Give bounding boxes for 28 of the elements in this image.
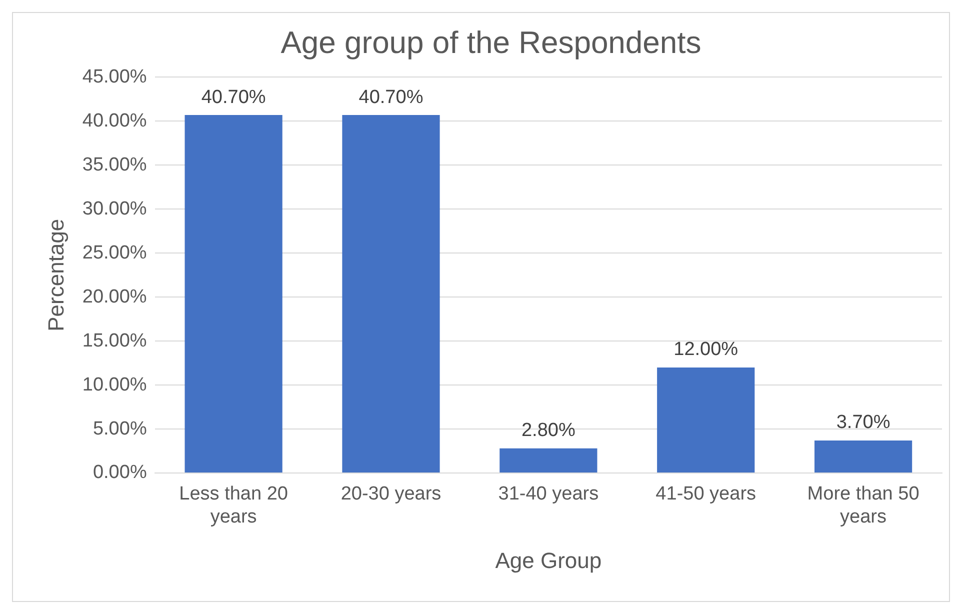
y-axis-title: Percentage (43, 218, 68, 332)
y-tick-label: 25.00% (82, 242, 147, 264)
y-tick-label: 40.00% (82, 110, 147, 132)
y-tick-label: 15.00% (82, 330, 147, 352)
y-tick-label: 20.00% (82, 286, 147, 308)
y-tick-label: 35.00% (82, 154, 147, 176)
chart-title: Age group of the Respondents (280, 25, 702, 60)
data-label: 40.70% (201, 86, 266, 108)
x-tick-label: 20-30 years (340, 484, 442, 505)
y-tick-label: 30.00% (82, 198, 147, 220)
data-label: 3.70% (836, 412, 890, 434)
x-tick-label: 31-40 years (498, 484, 599, 505)
x-tick-label: Less than 20 years (179, 484, 288, 528)
bar (657, 367, 755, 472)
data-label: 12.00% (674, 339, 738, 360)
bar (814, 440, 912, 472)
y-tick-label: 0.00% (92, 462, 147, 484)
y-tick-label: 5.00% (92, 418, 147, 440)
y-tick-label: 45.00% (82, 66, 147, 88)
data-label: 2.80% (521, 420, 576, 442)
data-label: 40.70% (358, 86, 424, 108)
bar (342, 115, 440, 472)
x-tick-label: More than 50 years (807, 484, 920, 528)
y-tick-label: 10.00% (82, 374, 147, 396)
x-tick-label: 41-50 years (656, 484, 756, 505)
bar (184, 115, 282, 472)
bar (500, 448, 598, 472)
x-axis-title: Age Group (495, 548, 602, 573)
